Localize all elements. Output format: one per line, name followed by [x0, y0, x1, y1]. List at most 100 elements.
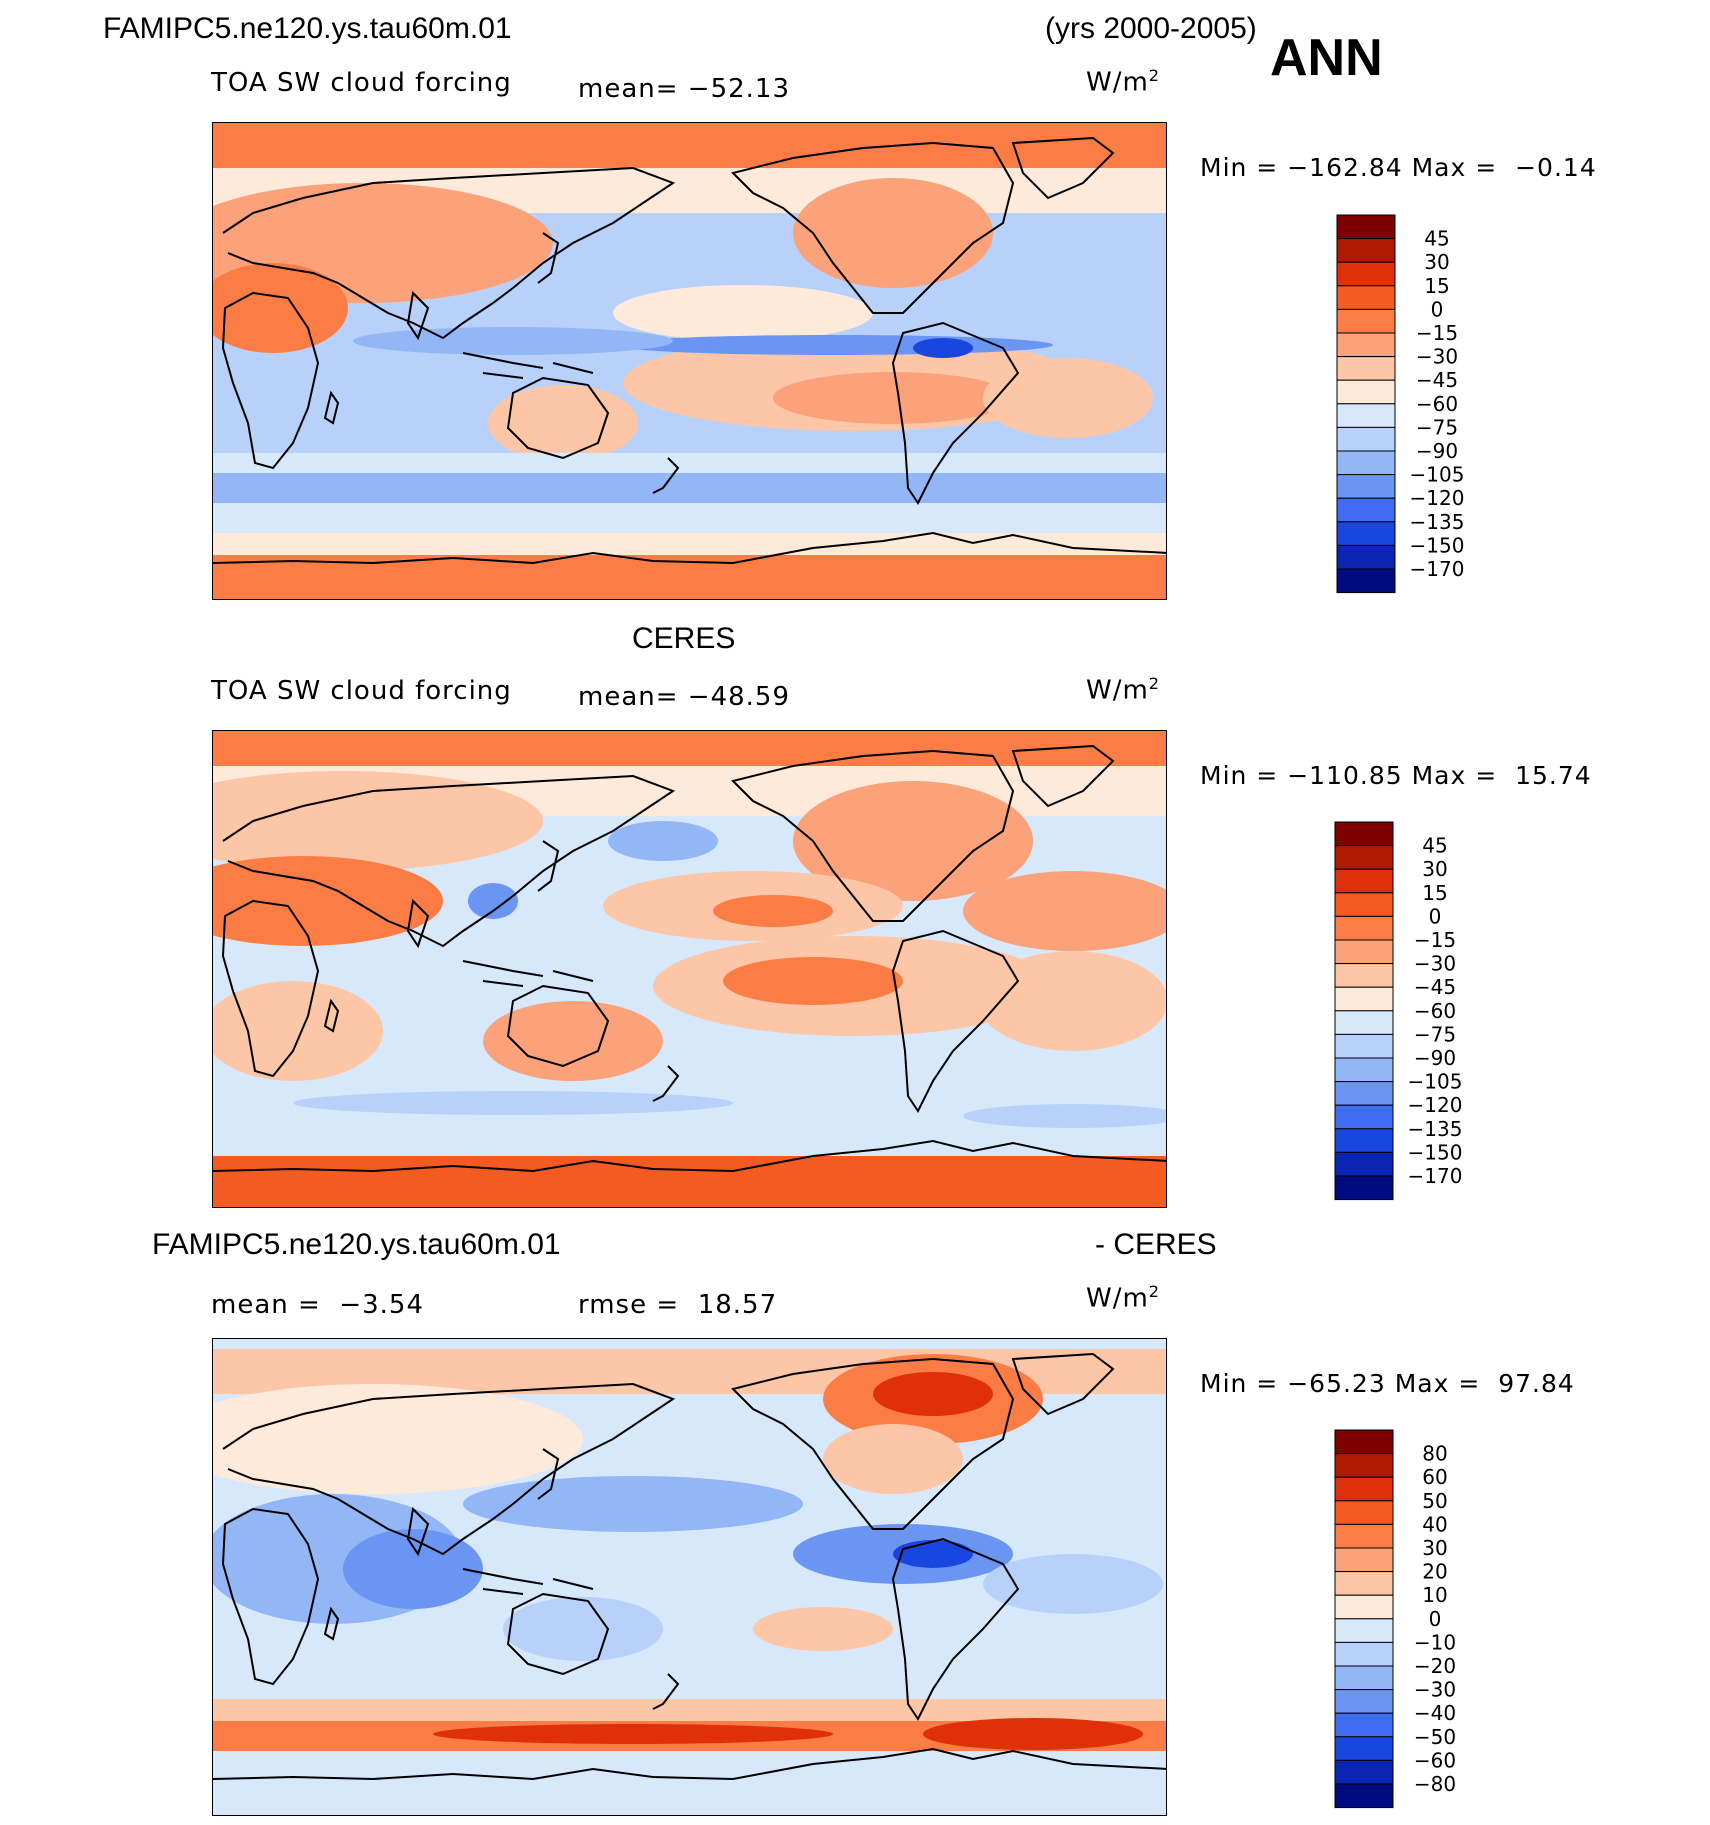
panel2-min-label: Min = [1200, 761, 1279, 790]
case-name-title: FAMIPC5.ne120.ys.tau60m.01 [103, 12, 512, 45]
panel1-variable-label: TOA SW cloud forcing [211, 68, 512, 98]
colorbar-label: 80 [1422, 1442, 1447, 1466]
panel3-units: W/m2 [1086, 1282, 1160, 1314]
panel2-minmax: Min = −110.85 Max = 15.74 [1200, 761, 1592, 790]
colorbar-swatch [1334, 1689, 1394, 1714]
panel3-rmse-value: 18.57 [697, 1290, 778, 1320]
colorbar-swatch [1336, 474, 1396, 499]
colorbar-swatch [1334, 1759, 1394, 1785]
colorbar-swatch [1334, 1500, 1394, 1525]
colorbar-label: −105 [1408, 1070, 1463, 1094]
colorbar-label: −50 [1414, 1725, 1456, 1749]
colorbar-swatch [1334, 1618, 1394, 1643]
colorbar-label: 20 [1422, 1560, 1447, 1584]
colorbar-swatch [1336, 403, 1396, 428]
colorbar-label: −150 [1408, 1140, 1463, 1164]
panel2-units-exp: 2 [1148, 674, 1160, 693]
panel2-min-value: −110.85 [1287, 761, 1403, 790]
panel3-mean-value: −3.54 [339, 1290, 425, 1320]
panel3-mean-label: mean = [211, 1290, 321, 1320]
colorbar-swatch [1334, 892, 1394, 917]
colorbar-swatch [1334, 1476, 1394, 1502]
panel1-mean-value: −52.13 [687, 74, 791, 104]
colorbar-swatch [1334, 1429, 1394, 1455]
colorbar-swatch [1334, 1641, 1394, 1667]
colorbar-label: −150 [1410, 533, 1465, 557]
colorbar-swatch [1334, 1712, 1394, 1738]
panel1-units-label: W/m [1086, 67, 1149, 98]
colorbar-label: −30 [1416, 345, 1458, 369]
colorbar-swatch [1334, 1057, 1394, 1083]
colorbar-label: −40 [1414, 1701, 1456, 1725]
colorbar-swatch [1336, 497, 1396, 523]
colorbar-swatch [1336, 426, 1396, 452]
panel2-mean-value: −48.59 [687, 682, 791, 712]
colorbar-label: −120 [1410, 486, 1465, 510]
colorbar-label: −45 [1416, 368, 1458, 392]
panel1-mean: mean= −52.13 [578, 74, 790, 104]
colorbar-label: −15 [1416, 321, 1458, 345]
panel1-max-value: −0.14 [1515, 153, 1597, 182]
colorbar-label: 40 [1422, 1512, 1447, 1536]
colorbar-label: −45 [1414, 975, 1456, 999]
panel2-mean-label: mean= [578, 682, 679, 712]
colorbar-swatch [1336, 544, 1396, 570]
panel3-section-title: FAMIPC5.ne120.ys.tau60m.01 [152, 1228, 561, 1261]
colorbar-label: −90 [1414, 1046, 1456, 1070]
panel1-min-value: −162.84 [1287, 153, 1403, 182]
colorbar-swatch [1334, 1081, 1394, 1106]
colorbar-label: 10 [1422, 1583, 1447, 1607]
panel1-minmax: Min = −162.84 Max = −0.14 [1200, 153, 1597, 182]
colorbar-label: −60 [1414, 1748, 1456, 1772]
colorbar-label: 0 [1429, 1607, 1442, 1631]
colorbar-label: −15 [1414, 928, 1456, 952]
panel2-mean: mean= −48.59 [578, 682, 790, 712]
colorbar-swatch [1336, 261, 1396, 287]
colorbar-swatch [1336, 521, 1396, 546]
colorbar-label: −75 [1416, 415, 1458, 439]
colorbar-label: −20 [1414, 1654, 1456, 1678]
panel2-map [212, 730, 1167, 1208]
colorbar-label: −120 [1408, 1093, 1463, 1117]
colorbar-swatch [1336, 214, 1396, 240]
panel2-variable-label: TOA SW cloud forcing [211, 676, 512, 706]
colorbar-label: 45 [1422, 834, 1447, 858]
panel2-units: W/m2 [1086, 674, 1160, 706]
colorbar-label: 0 [1431, 297, 1444, 321]
colorbar-swatch [1334, 986, 1394, 1012]
colorbar-swatch [1334, 1523, 1394, 1549]
colorbar-label: −80 [1414, 1772, 1456, 1796]
colorbar-swatch [1336, 332, 1396, 358]
colorbar-swatch [1334, 868, 1394, 894]
panel2-units-label: W/m [1086, 675, 1149, 706]
colorbar-label: 15 [1422, 881, 1447, 905]
colorbar-swatch [1334, 1010, 1394, 1035]
colorbar-label: −170 [1408, 1164, 1463, 1188]
season-label: ANN [1270, 29, 1383, 87]
panel3-section-suffix: - CERES [1095, 1228, 1217, 1261]
panel1-min-label: Min = [1200, 153, 1279, 182]
colorbar-swatch [1334, 1104, 1394, 1130]
years-label: (yrs 2000-2005) [1045, 12, 1257, 45]
colorbar-swatch [1334, 1571, 1394, 1596]
colorbar-swatch [1334, 939, 1394, 965]
colorbar-label: 50 [1422, 1489, 1447, 1513]
panel3-min-label: Min = [1200, 1369, 1279, 1398]
colorbar-swatch [1334, 1175, 1394, 1201]
colorbar-swatch [1334, 1594, 1394, 1620]
panel3-minmax: Min = −65.23 Max = 97.84 [1200, 1369, 1575, 1398]
panel1-max-label: Max = [1411, 153, 1498, 182]
colorbar-label: 15 [1424, 274, 1449, 298]
colorbar-swatch [1334, 821, 1394, 847]
colorbar-label: 60 [1422, 1465, 1447, 1489]
colorbar-swatch [1334, 915, 1394, 941]
colorbar-label: 30 [1422, 1536, 1447, 1560]
colorbar-label: 45 [1424, 227, 1449, 251]
colorbar-label: 30 [1422, 857, 1447, 881]
colorbar-swatch [1334, 1033, 1394, 1059]
colorbar-swatch [1334, 845, 1394, 870]
panel3-units-label: W/m [1086, 1283, 1149, 1314]
colorbar-label: −170 [1410, 557, 1465, 581]
colorbar-swatch [1336, 238, 1396, 263]
panel1-mean-label: mean= [578, 74, 679, 104]
